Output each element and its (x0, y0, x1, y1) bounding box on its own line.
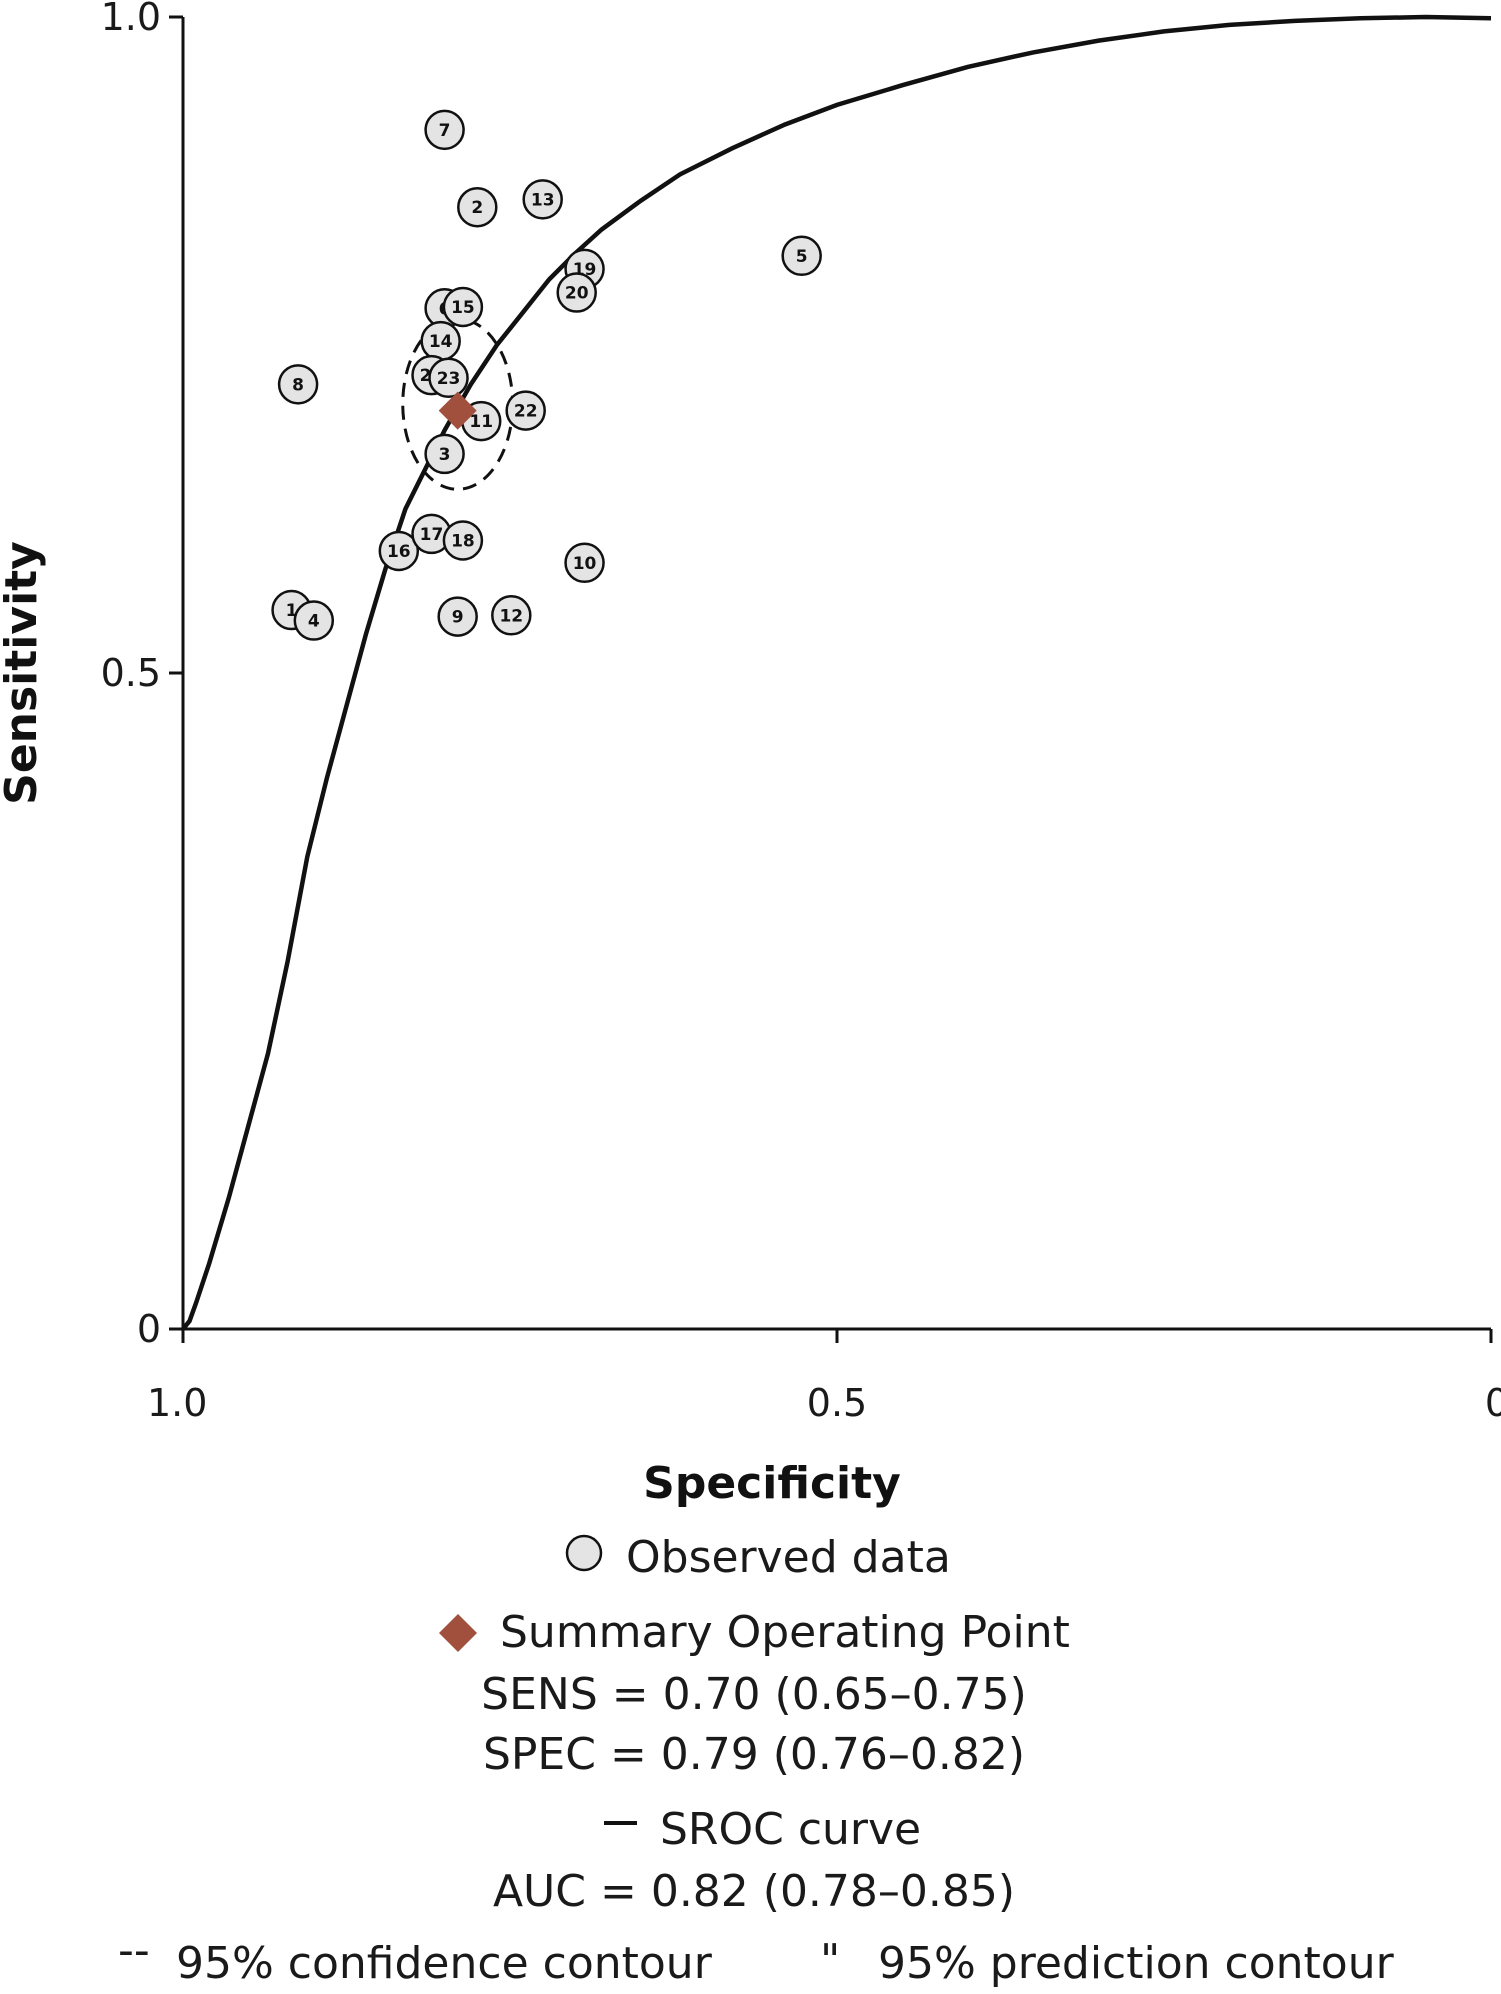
x-axis-title: Specificity (643, 1458, 901, 1509)
observed-point-marker (424, 433, 465, 475)
y-axis-ticks: 0 0.5 1.0 (101, 0, 183, 1351)
x-tick-label: 0 (1485, 1381, 1501, 1425)
observed-point-4: 4 (293, 600, 335, 641)
observed-point-label: 5 (796, 247, 808, 267)
observed-point-2: 2 (457, 186, 498, 228)
observed-point-10: 10 (564, 542, 605, 584)
plot-area: 00.51.0 1.00.50 123456789101112131415161… (101, 0, 1501, 1425)
observed-point-label: 4 (308, 612, 320, 632)
observed-point-label: 7 (439, 121, 451, 141)
observed-point-label: 20 (565, 284, 589, 304)
x-tick-label: 0.5 (807, 1381, 867, 1425)
y-tick-label: 1.0 (101, 0, 161, 39)
observed-point-15: 15 (442, 286, 484, 328)
observed-point-marker (293, 600, 335, 641)
observed-point-marker (522, 179, 563, 220)
observed-point-marker (505, 390, 546, 431)
observed-point-label: 17 (420, 525, 444, 545)
y-tick-label: 0 (137, 1307, 161, 1351)
observed-point-13: 13 (522, 179, 563, 220)
observed-point-17: 17 (411, 513, 452, 555)
legend-confidence-label: 95% confidence contour (176, 1938, 713, 1989)
observed-point-marker (428, 357, 469, 399)
x-axis-ticks: 1.0 0.5 0 (147, 1329, 1501, 1425)
observed-point-7: 7 (424, 109, 465, 151)
observed-points: 1234567891011121314151617181920212223 (271, 109, 822, 641)
observed-point-12: 12 (491, 595, 532, 636)
observed-point-label: 16 (387, 542, 411, 562)
observed-point-marker (564, 542, 605, 584)
y-axis-title: Sensitivity (0, 541, 47, 805)
legend-sens-value: SENS = 0.70 (0.65–0.75) (481, 1669, 1027, 1720)
sroc-curve-line (181, 14, 1492, 1331)
legend-summary-marker (439, 1614, 477, 1652)
observed-point-label: 14 (429, 332, 453, 352)
observed-point-3: 3 (424, 433, 465, 475)
observed-point-label: 22 (514, 402, 538, 422)
observed-point-9: 9 (437, 596, 478, 637)
legend-auc-value: AUC = 0.82 (0.78–0.85) (493, 1866, 1015, 1917)
observed-point-8: 8 (277, 364, 319, 405)
observed-point-label: 9 (452, 608, 464, 628)
observed-point-marker (457, 186, 498, 228)
observed-point-marker (277, 364, 319, 405)
observed-point-label: 18 (451, 531, 475, 551)
y-tick-label: 0.5 (101, 651, 161, 695)
observed-point-label: 12 (499, 606, 523, 626)
observed-point-marker (442, 520, 484, 561)
observed-point-label: 1 (286, 601, 298, 621)
observed-point-marker (437, 596, 478, 637)
summary-operating-point (438, 391, 477, 430)
observed-point-label: 15 (451, 298, 475, 318)
observed-point-marker (491, 595, 532, 636)
legend-prediction-marker: " (820, 1935, 840, 1986)
observed-point-20: 20 (556, 272, 597, 313)
legend-observed-label: Observed data (626, 1532, 951, 1583)
observed-point-22: 22 (505, 390, 546, 431)
observed-point-label: 23 (437, 369, 461, 389)
x-tick-label: 1.0 (147, 1381, 207, 1425)
observed-point-label: 11 (469, 412, 493, 432)
observed-point-marker (424, 109, 465, 151)
observed-point-label: 10 (573, 554, 597, 574)
observed-point-marker (442, 286, 484, 328)
observed-point-label: 2 (471, 198, 483, 218)
observed-point-label: 8 (292, 375, 304, 395)
observed-point-18: 18 (442, 520, 484, 561)
observed-point-23: 23 (428, 357, 469, 399)
legend: Observed data Summary Operating Point SE… (118, 1532, 1395, 1989)
observed-point-14: 14 (420, 320, 461, 362)
legend-confidence-marker: -- (118, 1925, 150, 1976)
observed-point-5: 5 (781, 235, 822, 277)
observed-point-marker (556, 272, 597, 313)
legend-summary-label: Summary Operating Point (500, 1607, 1070, 1658)
observed-point-label: 3 (439, 445, 451, 465)
legend-spec-value: SPEC = 0.79 (0.76–0.82) (483, 1729, 1025, 1780)
observed-point-16: 16 (378, 530, 420, 572)
observed-point-label: 13 (531, 190, 555, 210)
observed-point-marker (378, 530, 420, 572)
legend-observed-marker (565, 1534, 603, 1572)
legend-sroc-label: SROC curve (660, 1804, 921, 1855)
observed-point-marker (781, 235, 822, 277)
legend-prediction-label: 95% prediction contour (878, 1938, 1395, 1989)
